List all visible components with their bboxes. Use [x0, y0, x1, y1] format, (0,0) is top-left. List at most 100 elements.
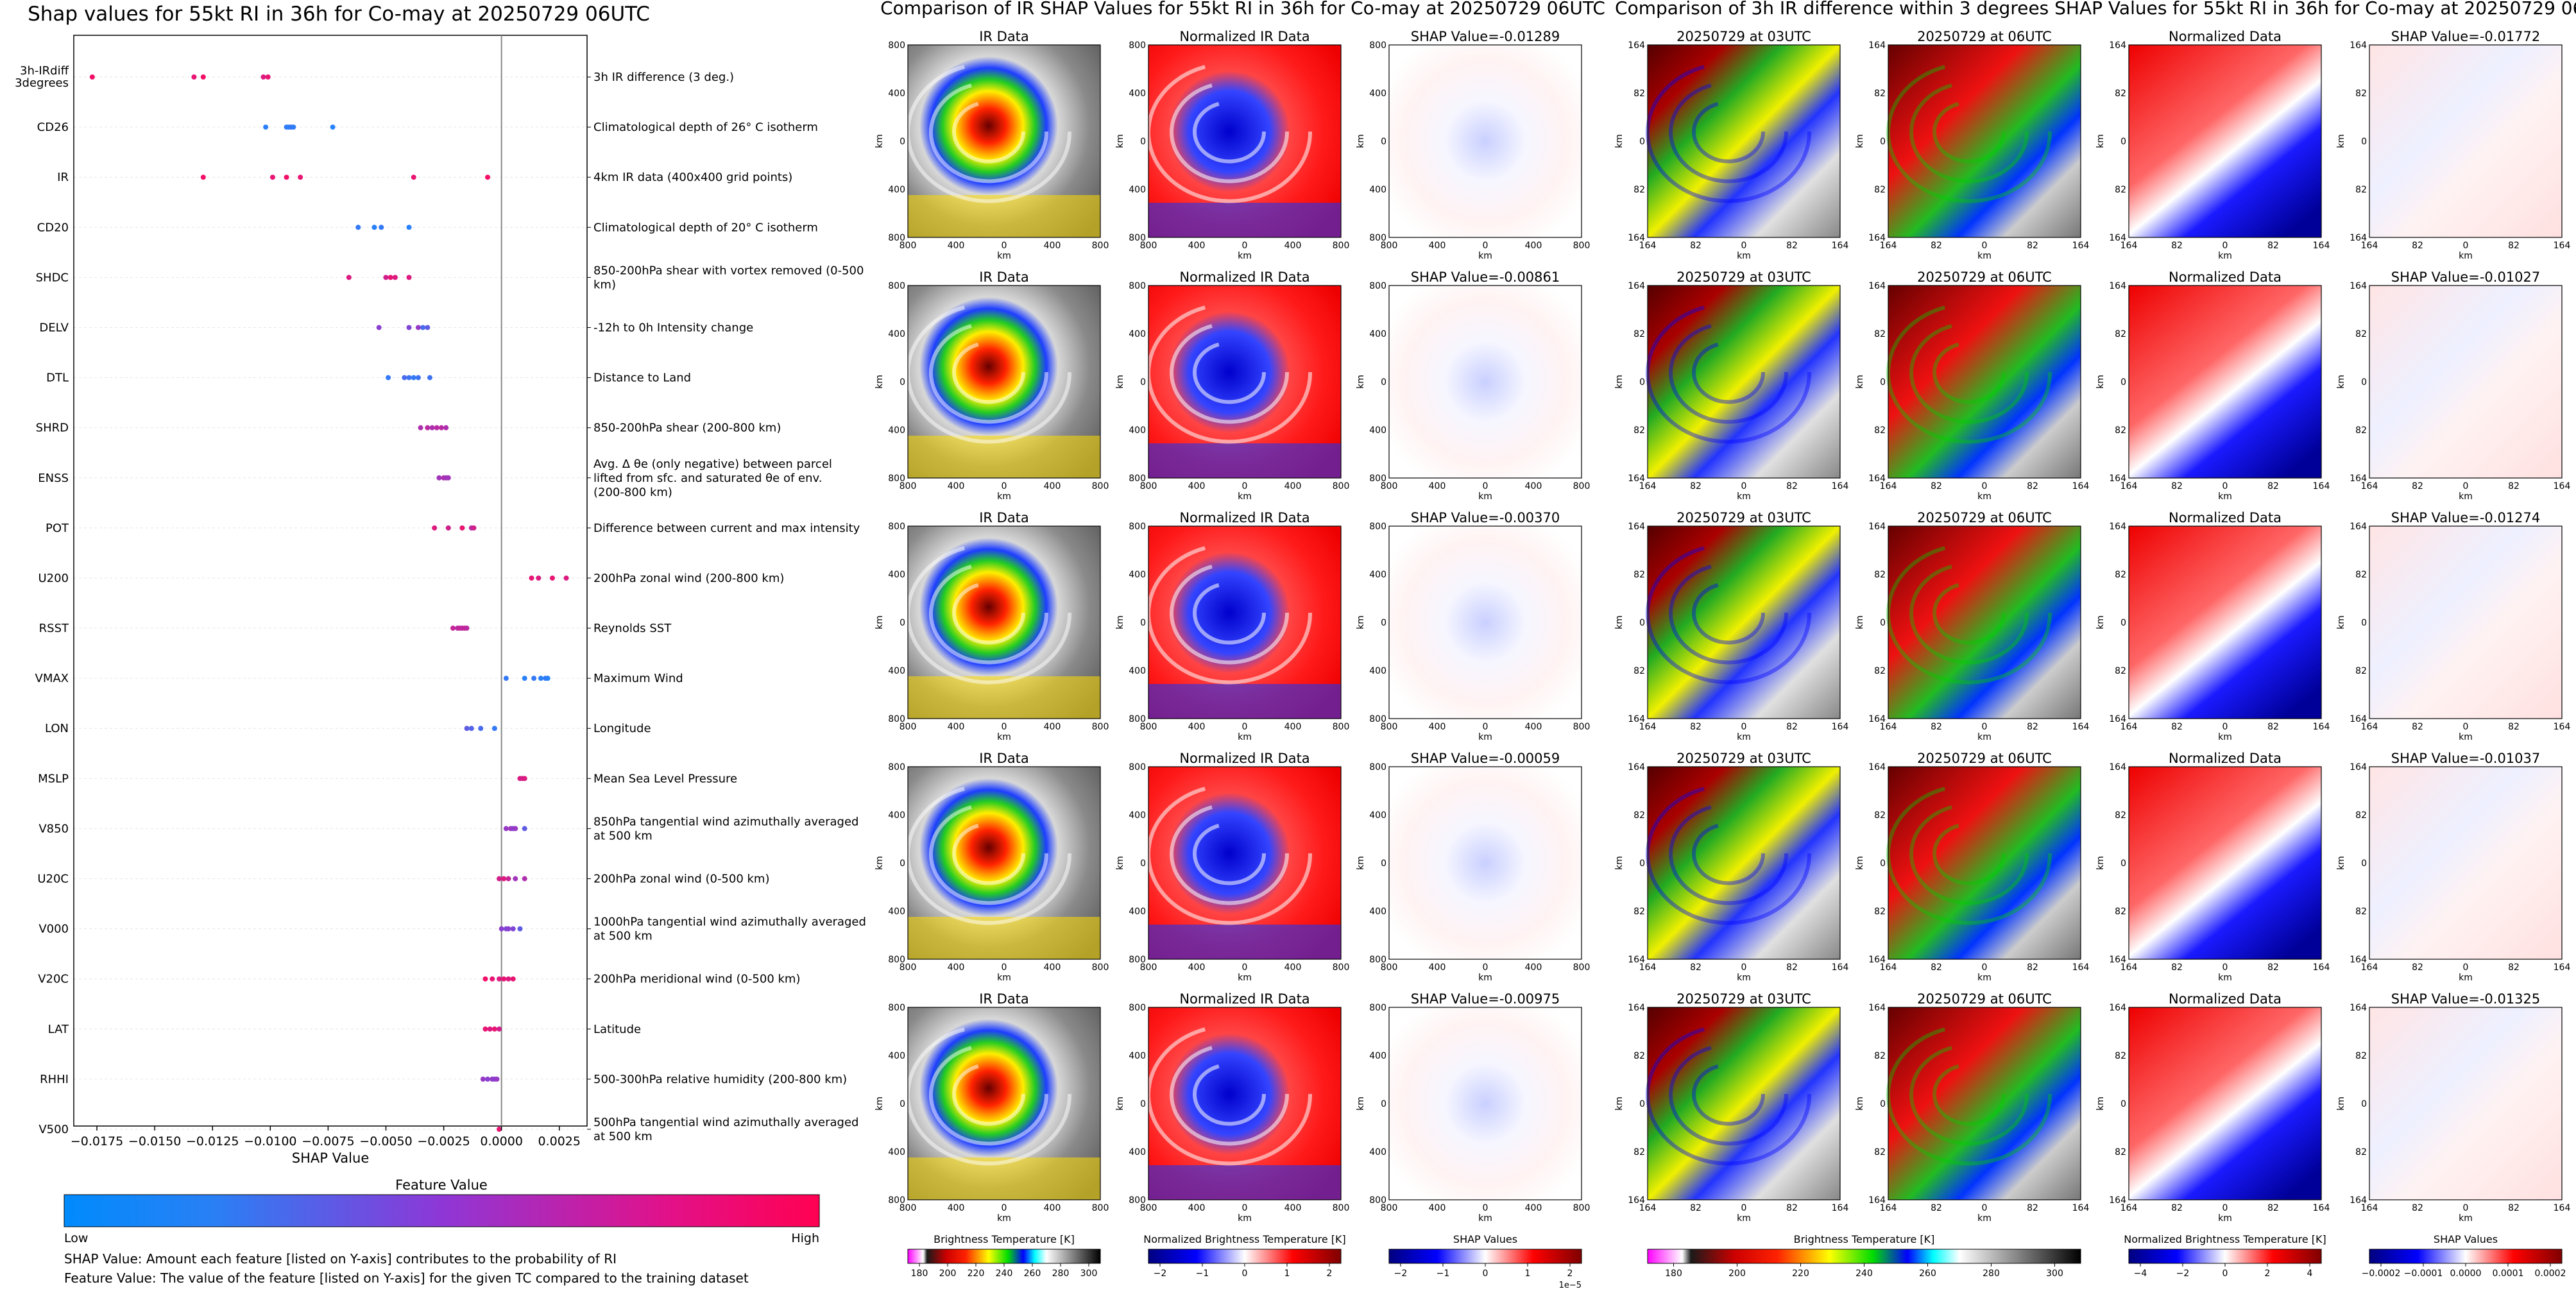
cloud-band	[1886, 546, 2052, 685]
colorbar-tick-label: −2	[2176, 1268, 2190, 1279]
panel-image	[2369, 525, 2563, 719]
panel-y-tick: 800	[1129, 955, 1146, 965]
panel-frame	[1647, 285, 1841, 479]
panel-y-tick: 164	[2109, 281, 2126, 291]
panel-y-tick: 400	[888, 907, 905, 917]
panel-y-label: km	[1356, 856, 1366, 870]
ir-comparison-grid: IR Data 800 800 400 400 0 0 400 400 800 800 km km Nor…	[874, 29, 1590, 1224]
panel-y-tick: 164	[1628, 955, 1645, 965]
panel-y-tick: 0	[1639, 618, 1645, 628]
panel-image	[2369, 766, 2563, 960]
panel-frame	[1647, 44, 1841, 238]
panel-x-tick: 400	[1188, 241, 1206, 251]
panel-x-tick: 800	[1092, 722, 1109, 732]
panel-frame	[1148, 44, 1342, 238]
panel-y-tick: 164	[2350, 1003, 2367, 1013]
colorbar-tick-label: 200	[1728, 1268, 1746, 1279]
panel-x-tick: 0	[1982, 241, 1988, 251]
shap-point	[482, 976, 488, 982]
image-panel: 20250729 at 03UTC1641648282008282164164k…	[1614, 510, 1848, 742]
panel-x-tick: 82	[2267, 481, 2279, 491]
panel-x-tick: 800	[1140, 962, 1157, 973]
image-panel: Normalized IR Data8008004004000040040080…	[1115, 269, 1349, 502]
panel-frame	[907, 766, 1101, 960]
panel-title: SHAP Value=-0.01325	[2391, 991, 2541, 1007]
panel-x-tick: 800	[900, 722, 917, 732]
panel-y-tick: 800	[1369, 233, 1386, 243]
panel-image	[2128, 285, 2322, 479]
panel-y-tick: 0	[1140, 618, 1146, 628]
panel-y-tick: 82	[1874, 89, 1886, 99]
panel-y-tick: 82	[1874, 907, 1886, 917]
cloud-band	[929, 83, 1049, 184]
panel-frame	[1388, 766, 1582, 960]
panel-x-tick: 82	[2171, 722, 2183, 732]
panel-image	[2128, 525, 2322, 719]
cloud-band	[1193, 101, 1267, 164]
cloud-band	[1646, 65, 1812, 203]
shap-point	[432, 525, 438, 531]
panel-y-label: km	[1614, 375, 1625, 389]
feature-code: 3h-IRdiff 3degrees	[15, 64, 69, 90]
panel-x-tick: 0	[2222, 1203, 2228, 1213]
panel-x-tick: 400	[1525, 481, 1542, 491]
shap-point	[522, 826, 527, 832]
cloud-band	[1909, 1046, 2029, 1146]
panel-x-tick: 82	[1690, 241, 1702, 251]
panel-x-tick: 400	[1044, 1203, 1061, 1213]
panel-y-tick: 0	[2361, 1099, 2367, 1109]
panel-y-tick: 800	[888, 955, 905, 965]
x-tick-label: −0.0125	[186, 1134, 239, 1148]
shap-point	[563, 575, 569, 581]
panel-x-tick: 0	[1002, 1203, 1007, 1213]
panel-y-tick: 400	[888, 89, 905, 99]
panel-x-label: km	[1737, 732, 1751, 742]
panel-y-tick: 400	[1369, 329, 1386, 339]
panel-x-label: km	[1478, 251, 1492, 261]
feature-code: V850	[38, 822, 69, 835]
panel-y-tick: 0	[900, 1099, 905, 1109]
shap-point	[406, 375, 412, 380]
panel-title: Normalized Data	[2169, 269, 2282, 285]
panel-x-tick: 164	[2361, 241, 2378, 251]
panel-y-tick: 164	[2350, 40, 2367, 51]
colorbar-title: Feature Value	[395, 1177, 488, 1193]
panel-x-tick: 164	[2554, 241, 2571, 251]
x-tick-label: −0.0025	[417, 1134, 470, 1148]
panel-y-tick: 800	[1369, 281, 1386, 291]
panel-frame	[1148, 766, 1342, 960]
summary-axes-frame	[73, 35, 588, 1127]
panel-frame	[1388, 1007, 1582, 1200]
panel-x-label: km	[1238, 973, 1252, 983]
panel-image	[1647, 285, 1841, 479]
shap-point	[510, 926, 516, 932]
panel-y-tick: 82	[2355, 666, 2367, 676]
image-panel: Normalized Data1641648282008282164164kmk…	[2095, 269, 2330, 502]
panel-x-tick: 800	[1092, 962, 1109, 973]
panel-x-tick: 164	[1639, 722, 1657, 732]
colorbar-low-label: Low	[64, 1231, 88, 1245]
panel-x-tick: 0	[1002, 481, 1007, 491]
feature-description: 200hPa zonal wind (200-800 km)	[593, 572, 784, 585]
panel-x-label: km	[2218, 1213, 2232, 1224]
cloud-band	[929, 324, 1049, 424]
panel-y-label: km	[1115, 134, 1125, 148]
ir-southern-band	[908, 917, 1100, 959]
panel-y-tick: 82	[2355, 907, 2367, 917]
image-panel: SHAP Value=-0.01325164164828200828216416…	[2336, 991, 2570, 1224]
cloud-band	[1909, 324, 2029, 424]
x-tick-label: −0.0050	[359, 1134, 412, 1148]
feature-code: RSST	[39, 622, 69, 635]
feature-code: CD26	[37, 121, 69, 134]
panel-x-tick: 800	[1333, 722, 1350, 732]
shap-point	[411, 375, 416, 380]
shap-point	[494, 1076, 500, 1082]
panel-y-tick: 400	[1369, 570, 1386, 580]
panel-title: SHAP Value=-0.01274	[2391, 510, 2541, 525]
panel-x-tick: 0	[1483, 481, 1488, 491]
feature-description: Difference between current and max inten…	[593, 522, 860, 535]
panel-x-tick: 164	[1880, 962, 1897, 973]
panel-x-tick: 0	[2222, 481, 2228, 491]
